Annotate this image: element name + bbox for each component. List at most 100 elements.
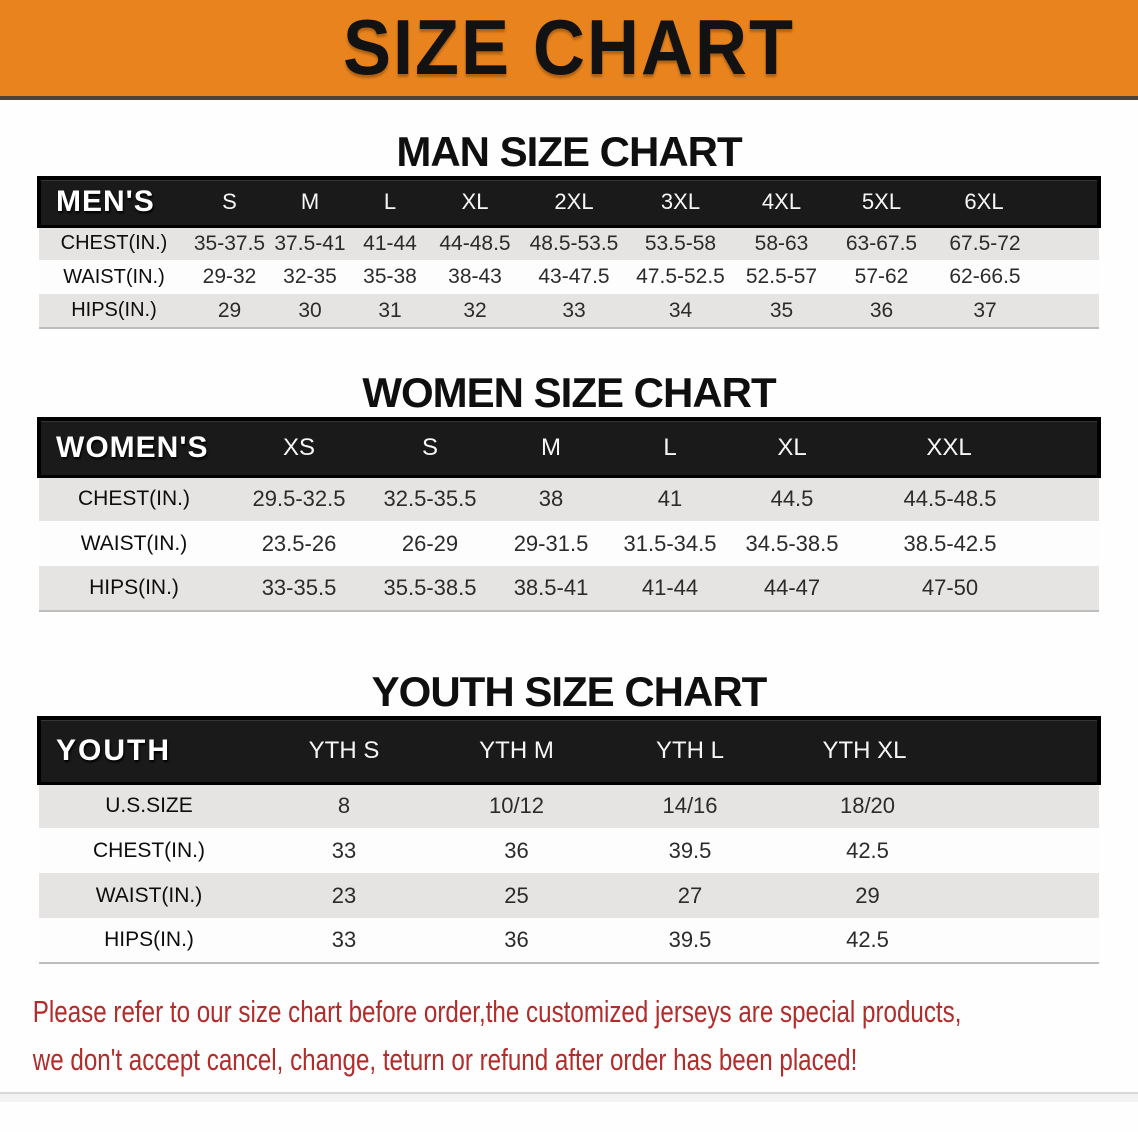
- cell: 30: [270, 294, 350, 328]
- cell: 35-37.5: [189, 225, 270, 260]
- row-label: WAIST(IN.): [39, 873, 259, 918]
- cell: 62-66.5: [933, 260, 1099, 294]
- cell: 53.5-58: [628, 225, 733, 260]
- women-waist-row: WAIST(IN.) 23.5-26 26-29 29-31.5 31.5-34…: [39, 521, 1099, 566]
- size-header-cell: 5XL: [830, 176, 933, 228]
- cell: 23.5-26: [229, 521, 369, 566]
- size-header-cell: YTH S: [259, 716, 429, 785]
- cell: 33: [520, 294, 628, 328]
- women-header-row: WOMEN'S XS S M L XL XXL: [37, 417, 1101, 478]
- row-label: WAIST(IN.): [39, 521, 229, 566]
- men-corner-label: MEN'S: [37, 176, 189, 228]
- size-header-cell: XXL: [855, 417, 1101, 478]
- men-hips-row: HIPS(IN.) 29 30 31 32 33 34 35 36 37: [39, 294, 1099, 328]
- size-header-cell: XS: [229, 417, 369, 478]
- cell: 33: [259, 918, 429, 963]
- cell: 41-44: [350, 225, 430, 260]
- cell: 34.5-38.5: [729, 521, 855, 566]
- cell: 47.5-52.5: [628, 260, 733, 294]
- row-label: HIPS(IN.): [39, 566, 229, 611]
- cell: 58-63: [733, 225, 830, 260]
- cell: 32-35: [270, 260, 350, 294]
- cell: 63-67.5: [830, 225, 933, 260]
- cell: 18/20: [776, 782, 1099, 828]
- cell: 36: [830, 294, 933, 328]
- men-header-row: MEN'S S M L XL 2XL 3XL 4XL 5XL 6XL: [37, 176, 1101, 228]
- banner-title: SIZE CHART: [343, 4, 795, 92]
- cell: 39.5: [604, 828, 776, 873]
- cell: 10/12: [429, 782, 604, 828]
- cell: 38.5-42.5: [855, 521, 1099, 566]
- order-policy-line-1: Please refer to our size chart before or…: [32, 994, 962, 1029]
- youth-waist-row: WAIST(IN.) 23 25 27 29: [39, 873, 1099, 918]
- cell: 29-31.5: [491, 521, 611, 566]
- women-size-table: WOMEN'S XS S M L XL XXL CHEST(IN.) 29.5-…: [37, 417, 1101, 612]
- size-header-cell: 6XL: [933, 176, 1101, 228]
- cell: 29.5-32.5: [229, 475, 369, 521]
- size-header-cell: 3XL: [628, 176, 733, 228]
- cell: 29-32: [189, 260, 270, 294]
- cell: 52.5-57: [733, 260, 830, 294]
- size-chart-banner: SIZE CHART: [0, 0, 1138, 100]
- cell: 35: [733, 294, 830, 328]
- cell: 41-44: [611, 566, 729, 611]
- men-size-table: MEN'S S M L XL 2XL 3XL 4XL 5XL 6XL CHEST…: [37, 176, 1101, 329]
- size-header-cell: S: [189, 176, 270, 228]
- youth-ussize-row: U.S.SIZE 8 10/12 14/16 18/20: [39, 782, 1099, 828]
- cell: 8: [259, 782, 429, 828]
- cell: 14/16: [604, 782, 776, 828]
- cell: 33: [259, 828, 429, 873]
- cell: 44.5: [729, 475, 855, 521]
- cell: 42.5: [776, 918, 1099, 963]
- women-section-heading: WOMEN SIZE CHART: [362, 369, 776, 416]
- youth-chest-row: CHEST(IN.) 33 36 39.5 42.5: [39, 828, 1099, 873]
- cell: 33-35.5: [229, 566, 369, 611]
- cell: 35.5-38.5: [369, 566, 491, 611]
- row-label: HIPS(IN.): [39, 294, 189, 328]
- cell: 43-47.5: [520, 260, 628, 294]
- size-header-cell: XL: [729, 417, 855, 478]
- cell: 42.5: [776, 828, 1099, 873]
- women-corner-label: WOMEN'S: [37, 417, 229, 478]
- size-header-cell: YTH L: [604, 716, 776, 785]
- cell: 34: [628, 294, 733, 328]
- row-label: CHEST(IN.): [39, 828, 259, 873]
- women-chest-row: CHEST(IN.) 29.5-32.5 32.5-35.5 38 41 44.…: [39, 475, 1099, 521]
- size-header-cell: L: [350, 176, 430, 228]
- cell: 23: [259, 873, 429, 918]
- size-header-cell: 4XL: [733, 176, 830, 228]
- cell: 31: [350, 294, 430, 328]
- cell: 44.5-48.5: [855, 475, 1099, 521]
- cell: 38: [491, 475, 611, 521]
- cell: 37: [933, 294, 1099, 328]
- cell: 32: [430, 294, 520, 328]
- men-waist-row: WAIST(IN.) 29-32 32-35 35-38 38-43 43-47…: [39, 260, 1099, 294]
- cell: 36: [429, 828, 604, 873]
- cell: 29: [776, 873, 1099, 918]
- bottom-edge-strip: [0, 1092, 1138, 1102]
- cell: 67.5-72: [933, 225, 1099, 260]
- cell: 44-47: [729, 566, 855, 611]
- man-section-heading: MAN SIZE CHART: [396, 128, 742, 175]
- cell: 35-38: [350, 260, 430, 294]
- cell: 32.5-35.5: [369, 475, 491, 521]
- youth-header-row: YOUTH YTH S YTH M YTH L YTH XL: [37, 716, 1101, 785]
- size-header-cell: S: [369, 417, 491, 478]
- size-header-cell: M: [491, 417, 611, 478]
- women-hips-row: HIPS(IN.) 33-35.5 35.5-38.5 38.5-41 41-4…: [39, 566, 1099, 611]
- size-header-cell: 2XL: [520, 176, 628, 228]
- men-chest-row: CHEST(IN.) 35-37.5 37.5-41 41-44 44-48.5…: [39, 225, 1099, 260]
- cell: 38-43: [430, 260, 520, 294]
- cell: 36: [429, 918, 604, 963]
- cell: 26-29: [369, 521, 491, 566]
- row-label: CHEST(IN.): [39, 475, 229, 521]
- cell: 31.5-34.5: [611, 521, 729, 566]
- cell: 44-48.5: [430, 225, 520, 260]
- size-header-cell: L: [611, 417, 729, 478]
- size-header-cell: YTH M: [429, 716, 604, 785]
- row-label: WAIST(IN.): [39, 260, 189, 294]
- cell: 57-62: [830, 260, 933, 294]
- row-label: U.S.SIZE: [39, 782, 259, 828]
- order-policy-line-2: we don't accept cancel, change, teturn o…: [32, 1042, 858, 1077]
- size-header-cell: XL: [430, 176, 520, 228]
